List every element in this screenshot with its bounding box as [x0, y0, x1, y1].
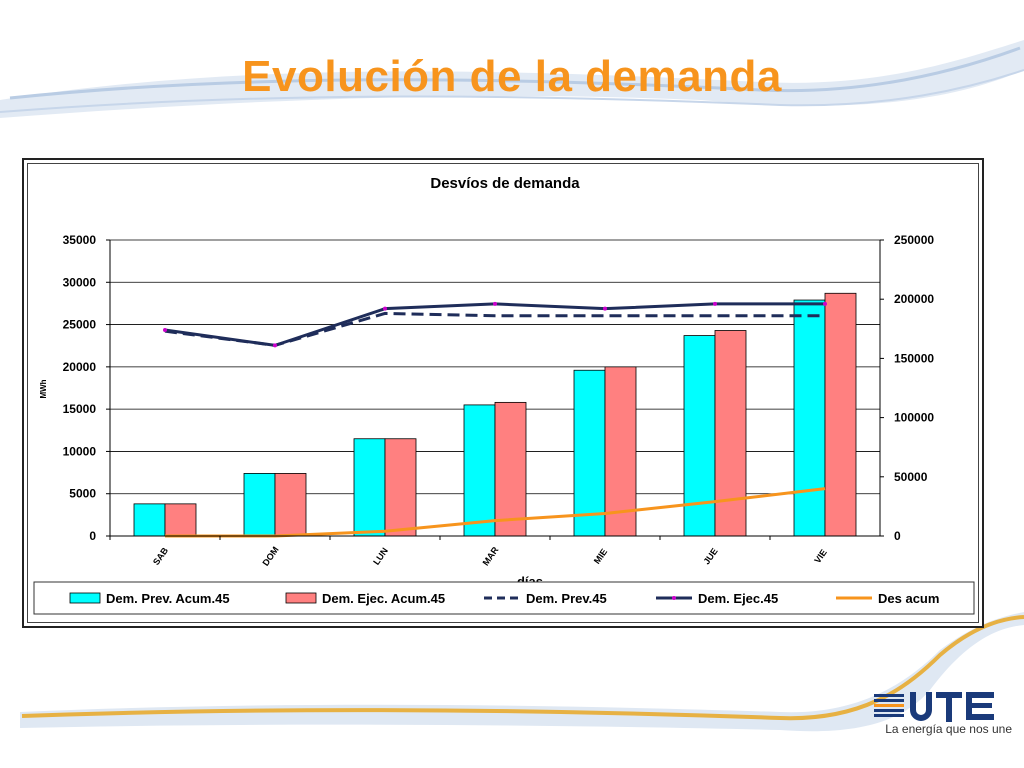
x-tick-label: MIE	[592, 547, 609, 566]
y2-tick-label: 150000	[894, 351, 934, 365]
x-tick-label: SAB	[151, 545, 170, 567]
x-tick-label: DOM	[260, 545, 280, 568]
marker-Dem. Ejec.45	[163, 327, 167, 332]
bar-Dem. Prev. Acum.45	[353, 438, 386, 537]
slide-title: Evolución de la demanda	[242, 52, 782, 101]
bar-Dem. Ejec. Acum.45	[494, 401, 527, 537]
marker-Dem. Ejec.45	[603, 306, 607, 311]
legend: Dem. Prev. Acum.45 Dem. Ejec. Acum.45 Dem.…	[69, 591, 939, 606]
bar-Dem. Ejec. Acum.45	[274, 473, 307, 537]
legend-label: Dem. Prev. Acum.45	[106, 591, 230, 606]
legend-label: Des acum	[878, 591, 939, 606]
y-axis-label: MWh	[39, 379, 48, 398]
bar-Dem. Prev. Acum.45	[573, 369, 606, 537]
bar-Dem. Ejec. Acum.45	[164, 503, 197, 537]
legend-swatch	[69, 592, 101, 604]
bar-Dem. Ejec. Acum.45	[604, 366, 637, 537]
bar-Dem. Prev. Acum.45	[133, 503, 166, 537]
y2-tick-label: 50000	[894, 470, 928, 484]
bar-Dem. Ejec. Acum.45	[384, 438, 417, 537]
marker-Dem. Ejec.45	[493, 301, 497, 306]
legend-label: Dem. Ejec.45	[698, 591, 778, 606]
legend-label: Dem. Prev.45	[526, 591, 607, 606]
top-swoosh-line	[9, 46, 1021, 100]
legend-label: Dem. Ejec. Acum.45	[322, 591, 445, 606]
chart-area: Desvíos de demanda 0 5000 10000 15000 20000 2…	[27, 163, 979, 623]
x-tick-label: JUE	[701, 546, 719, 566]
y-tick-label: 30000	[63, 275, 97, 289]
y2-tick-label: 100000	[894, 411, 934, 425]
chart-frame: Desvíos de demanda 0 5000 10000 15000 20000 2…	[22, 158, 984, 628]
x-tick-label: VIE	[812, 547, 829, 565]
ute-logo-mark	[874, 692, 994, 722]
y-tick-label: 10000	[63, 444, 97, 458]
bar-Dem. Prev. Acum.45	[793, 299, 826, 537]
y2-tick-label: 200000	[894, 292, 934, 306]
x-tick-label: MAR	[481, 545, 501, 568]
bottom-swoosh-gold	[21, 615, 1024, 721]
bar-Dem. Prev. Acum.45	[463, 404, 496, 537]
chart-title: Desvíos de demanda	[430, 175, 580, 192]
marker-Dem. Ejec.45	[713, 301, 717, 306]
y-tick-label: 5000	[69, 487, 96, 501]
x-tick-label: LUN	[371, 546, 390, 567]
y-tick-label: 20000	[63, 360, 97, 374]
y2-tick-label: 0	[894, 529, 901, 543]
bars	[133, 292, 857, 537]
bar-Dem. Prev. Acum.45	[243, 473, 276, 537]
legend-marker	[672, 596, 676, 600]
bar-Dem. Ejec. Acum.45	[714, 330, 747, 537]
marker-Dem. Ejec.45	[383, 306, 387, 311]
y2-tick-label: 250000	[894, 233, 934, 247]
y-tick-label: 0	[89, 529, 96, 543]
y-tick-label: 15000	[63, 402, 97, 416]
ute-logo	[874, 692, 994, 722]
top-swoosh-line-2	[0, 69, 1024, 113]
logo-tagline: La energía que nos une	[885, 722, 1012, 736]
axes: 0 5000 10000 15000 20000 25000 30000 35000 0 5000…	[63, 233, 935, 568]
y-tick-label: 25000	[63, 318, 97, 332]
legend-swatch	[285, 592, 317, 604]
marker-Dem. Ejec.45	[823, 301, 827, 306]
bottom-swoosh	[20, 612, 1024, 732]
chart-svg: Desvíos de demanda 0 5000 10000 15000 20000 2…	[33, 175, 975, 615]
bar-Dem. Ejec. Acum.45	[824, 292, 857, 537]
marker-Dem. Ejec.45	[273, 343, 277, 348]
y-tick-label: 35000	[63, 233, 97, 247]
